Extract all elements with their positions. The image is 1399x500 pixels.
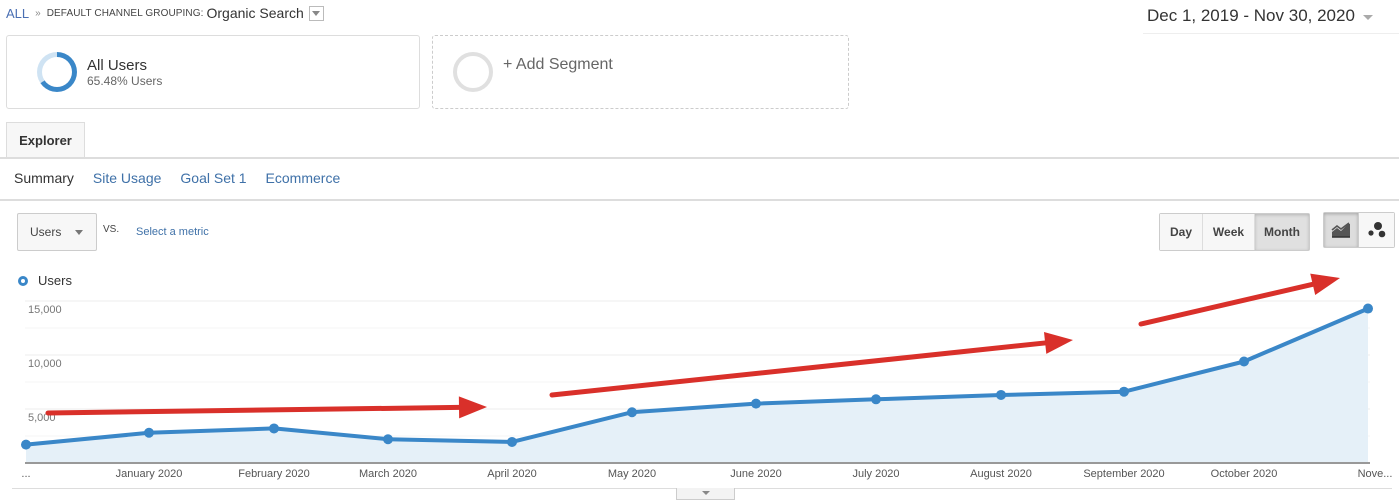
- y-tick-label: 15,000: [28, 304, 62, 316]
- arrow-head-icon: [458, 396, 487, 419]
- x-tick-label: July 2020: [852, 468, 900, 480]
- data-point[interactable]: [1239, 356, 1249, 367]
- primary-metric-value: Users: [30, 225, 62, 239]
- add-segment-button[interactable]: + Add Segment: [432, 35, 849, 109]
- tab-explorer[interactable]: Explorer: [6, 122, 85, 158]
- data-point[interactable]: [383, 434, 393, 445]
- data-point[interactable]: [751, 398, 761, 409]
- arrow-head-icon: [1310, 273, 1340, 296]
- series-line: [25, 306, 1369, 447]
- granularity-toggle: Day Week Month: [1159, 213, 1310, 251]
- data-point[interactable]: [871, 394, 881, 405]
- data-point[interactable]: [21, 439, 31, 450]
- x-tick-label: September 2020: [1083, 468, 1165, 480]
- line-chart-button[interactable]: [1324, 213, 1359, 247]
- vs-label: VS.: [103, 224, 120, 235]
- week-button[interactable]: Week: [1203, 214, 1255, 250]
- expand-chart-handle[interactable]: [676, 488, 735, 500]
- segment-subtitle: 65.48% Users: [87, 73, 163, 88]
- data-point[interactable]: [144, 427, 154, 438]
- data-point[interactable]: [269, 423, 279, 434]
- segment-ring-icon: [37, 52, 77, 92]
- data-point[interactable]: [1363, 303, 1373, 314]
- report-subnav: Summary Site Usage Goal Set 1 Ecommerce: [14, 170, 359, 186]
- tab-divider: [0, 157, 1399, 159]
- add-segment-label: + Add Segment: [503, 56, 613, 73]
- chart-type-toggle: [1323, 212, 1395, 248]
- segment-title: All Users: [87, 56, 148, 74]
- x-tick-label: October 2020: [1210, 468, 1278, 480]
- chevron-down-icon: [75, 229, 84, 235]
- subnav-summary[interactable]: Summary: [14, 170, 74, 186]
- data-point[interactable]: [507, 436, 517, 447]
- legend-series-icon: [18, 275, 28, 286]
- data-point[interactable]: [996, 389, 1006, 400]
- chevron-down-icon: [1362, 15, 1373, 20]
- motion-chart-button[interactable]: [1359, 213, 1394, 247]
- x-tick-label: June 2020: [730, 468, 782, 480]
- y-tick-label: 10,000: [28, 358, 62, 370]
- breadcrumb-all-link[interactable]: ALL: [6, 5, 30, 21]
- segment-all-users[interactable]: All Users 65.48% Users: [6, 35, 420, 109]
- legend-label: Users: [38, 273, 72, 288]
- subnav-ecommerce[interactable]: Ecommerce: [265, 170, 341, 186]
- x-tick-label: February 2020: [238, 468, 310, 480]
- date-range-picker[interactable]: Dec 1, 2019 - Nov 30, 2020: [1143, 6, 1399, 34]
- annotation-arrows: [45, 273, 1340, 419]
- motion-chart-icon: [1367, 222, 1385, 238]
- x-tick-label: Nove...: [1357, 468, 1393, 480]
- month-button[interactable]: Month: [1255, 214, 1309, 250]
- arrow-head-icon: [1043, 332, 1073, 354]
- series-layer: [21, 303, 1373, 463]
- subnav-goal-set-1[interactable]: Goal Set 1: [180, 170, 247, 186]
- subnav-site-usage[interactable]: Site Usage: [92, 170, 162, 186]
- x-tick-label: March 2020: [358, 468, 418, 480]
- x-tick-label: April 2020: [487, 468, 537, 480]
- breadcrumb-dropdown-button[interactable]: [308, 5, 324, 21]
- x-tick-label: January 2020: [115, 468, 183, 480]
- secondary-metric-link[interactable]: Select a metric: [136, 226, 209, 238]
- breadcrumb-dimension: DEFAULT CHANNEL GROUPING:: [46, 7, 204, 19]
- breadcrumb: ALL » DEFAULT CHANNEL GROUPING: Organic …: [6, 5, 324, 21]
- x-tick-label: ...: [21, 468, 31, 480]
- x-tick-label: August 2020: [970, 468, 1032, 480]
- data-point[interactable]: [1119, 386, 1129, 397]
- data-point[interactable]: [627, 407, 637, 418]
- breadcrumb-value: Organic Search: [206, 5, 304, 21]
- x-tick-label: May 2020: [607, 468, 657, 480]
- subnav-divider: [0, 199, 1399, 201]
- empty-segment-ring-icon: [453, 52, 493, 92]
- date-range-label: Dec 1, 2019 - Nov 30, 2020: [1147, 6, 1355, 25]
- area-fill: [26, 308, 1368, 463]
- chart-legend: Users: [18, 273, 72, 288]
- breadcrumb-separator: »: [35, 7, 41, 19]
- line-chart-icon: [1331, 222, 1350, 238]
- day-button[interactable]: Day: [1160, 214, 1203, 250]
- primary-metric-dropdown[interactable]: Users: [17, 213, 97, 251]
